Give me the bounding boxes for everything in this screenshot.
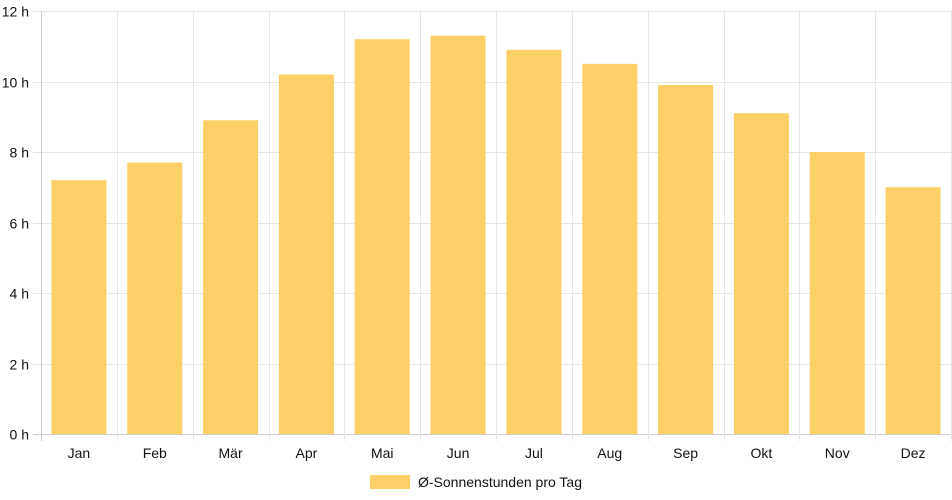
y-tick-label: 12 h <box>2 4 29 20</box>
y-tick-label: 2 h <box>10 357 29 373</box>
bar-jul[interactable] <box>506 49 562 435</box>
bar-apr[interactable] <box>278 74 334 434</box>
y-tick-label: 6 h <box>10 216 29 232</box>
x-tick-label: Mär <box>219 445 243 461</box>
x-tick-label: Jul <box>525 445 543 461</box>
y-tick-label: 10 h <box>2 75 29 91</box>
bars <box>51 35 941 435</box>
y-axis-ticks: 0 h 2 h 4 h 6 h 8 h 10 h 12 h <box>2 4 29 443</box>
x-tick-label: Jun <box>447 445 470 461</box>
y-tick-label: 8 h <box>10 145 29 161</box>
x-axis-ticks: Jan Feb Mär Apr Mai Jun Jul Aug Sep Okt Nov Dez <box>68 445 926 461</box>
bar-dez[interactable] <box>885 187 941 434</box>
x-tick-label: Dez <box>901 445 926 461</box>
bar-jan[interactable] <box>51 180 107 434</box>
bar-mär[interactable] <box>203 120 259 435</box>
x-tick-label: Apr <box>296 445 318 461</box>
x-tick-label: Aug <box>597 445 622 461</box>
y-tick-label: 0 h <box>10 427 29 443</box>
legend-swatch[interactable] <box>370 475 410 489</box>
bar-okt[interactable] <box>733 113 789 434</box>
legend[interactable]: Ø-Sonnenstunden pro Tag <box>370 474 582 490</box>
x-tick-label: Mai <box>371 445 394 461</box>
bar-sep[interactable] <box>658 85 714 435</box>
x-tick-label: Jan <box>68 445 91 461</box>
x-tick-label: Sep <box>673 445 698 461</box>
legend-label[interactable]: Ø-Sonnenstunden pro Tag <box>418 474 582 490</box>
bar-nov[interactable] <box>809 152 865 434</box>
bar-aug[interactable] <box>582 63 638 434</box>
bar-feb[interactable] <box>127 162 183 434</box>
bar-mai[interactable] <box>354 39 410 434</box>
bar-jun[interactable] <box>430 35 486 435</box>
x-tick-label: Nov <box>825 445 850 461</box>
x-tick-label: Feb <box>143 445 167 461</box>
x-tick-label: Okt <box>751 445 773 461</box>
y-tick-label: 4 h <box>10 286 29 302</box>
grid-lines <box>33 11 952 441</box>
